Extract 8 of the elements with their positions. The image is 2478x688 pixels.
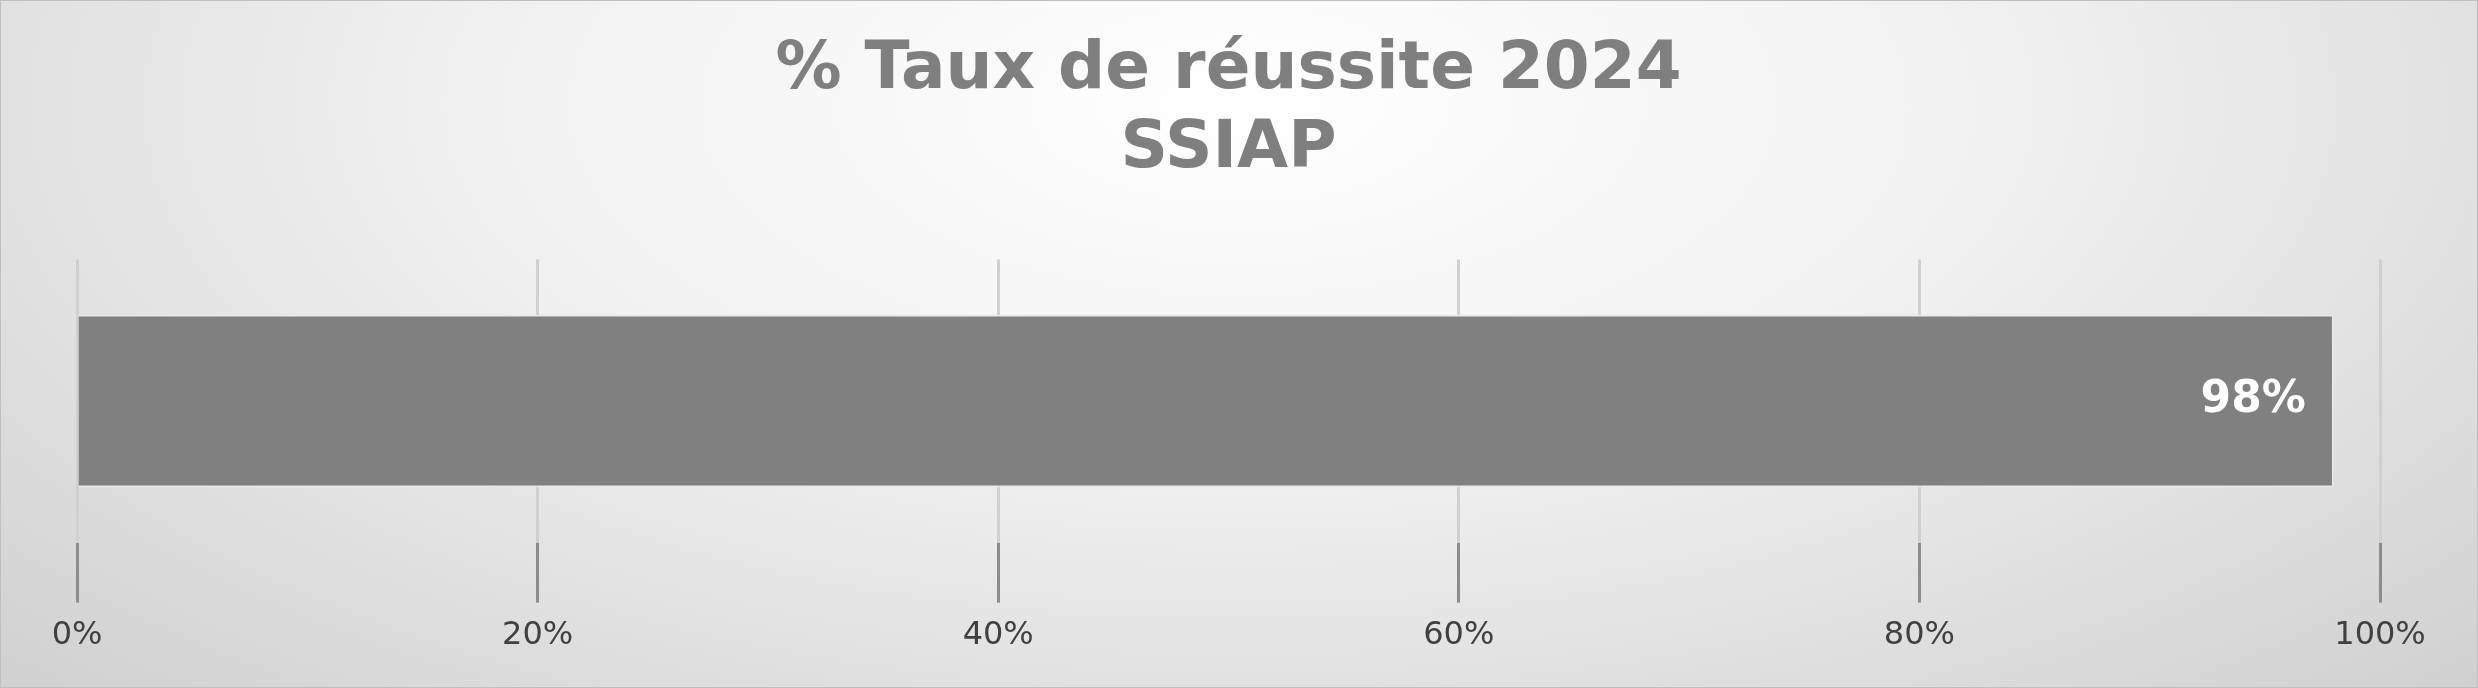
x-tick-label: 20%	[502, 614, 574, 653]
x-tick-label: 40%	[962, 614, 1034, 653]
chart-title: % Taux de réussite 2024 SSIAP	[775, 26, 1682, 183]
x-tick-label: 80%	[1883, 614, 1955, 653]
x-tick-label: 0%	[51, 614, 103, 653]
x-tick-label: 100%	[2334, 614, 2426, 653]
text: 98%	[2200, 371, 2306, 423]
x-tick-label: 60%	[1423, 614, 1495, 653]
